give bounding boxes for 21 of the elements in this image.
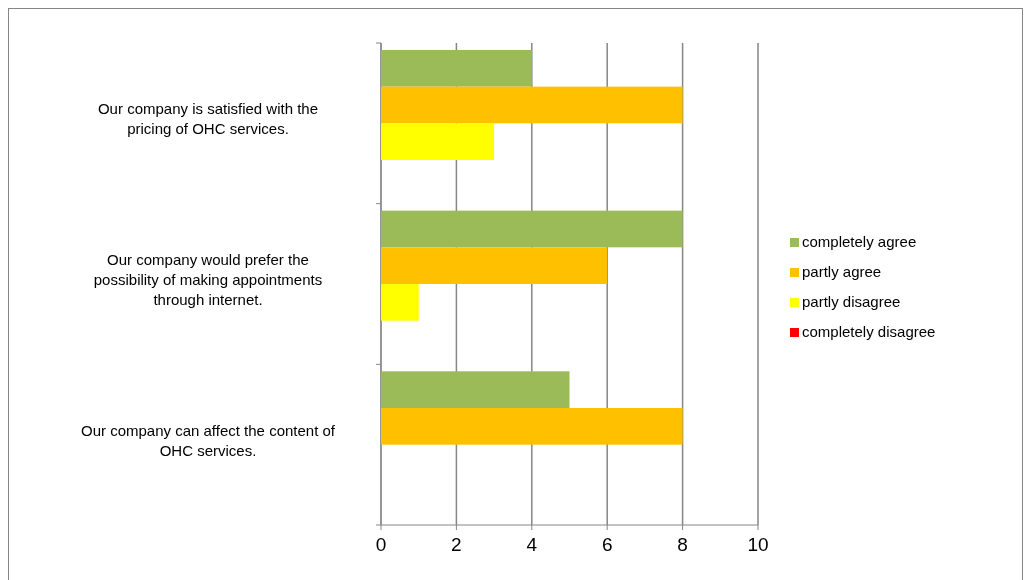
bar <box>381 210 683 248</box>
legend-label: completely disagree <box>802 323 936 340</box>
legend-label: completely agree <box>802 233 917 250</box>
x-tick-label: 0 <box>375 534 387 555</box>
y-tick-label: Our company is satisfied with the pricing of OHC services. <box>97 100 319 138</box>
x-tick-label: 6 <box>601 534 613 555</box>
bar <box>381 284 419 321</box>
bar <box>381 123 495 161</box>
x-tick-label: 2 <box>451 534 462 555</box>
x-tick-label: 4 <box>526 534 538 555</box>
bar <box>381 247 608 284</box>
y-tick-label: Our company would prefer the possibility of making appointments through internet. <box>93 251 323 308</box>
legend-label: partly agree <box>802 263 882 280</box>
bar <box>381 371 570 408</box>
legend-label: partly disagree <box>802 293 901 310</box>
x-tick-label: 10 <box>747 534 769 555</box>
bar <box>381 49 532 87</box>
x-tick-label: 8 <box>677 534 688 555</box>
bar <box>381 86 683 124</box>
bar <box>381 407 683 445</box>
y-tick-label: Our company can affect the content of OHC services. <box>80 421 336 459</box>
